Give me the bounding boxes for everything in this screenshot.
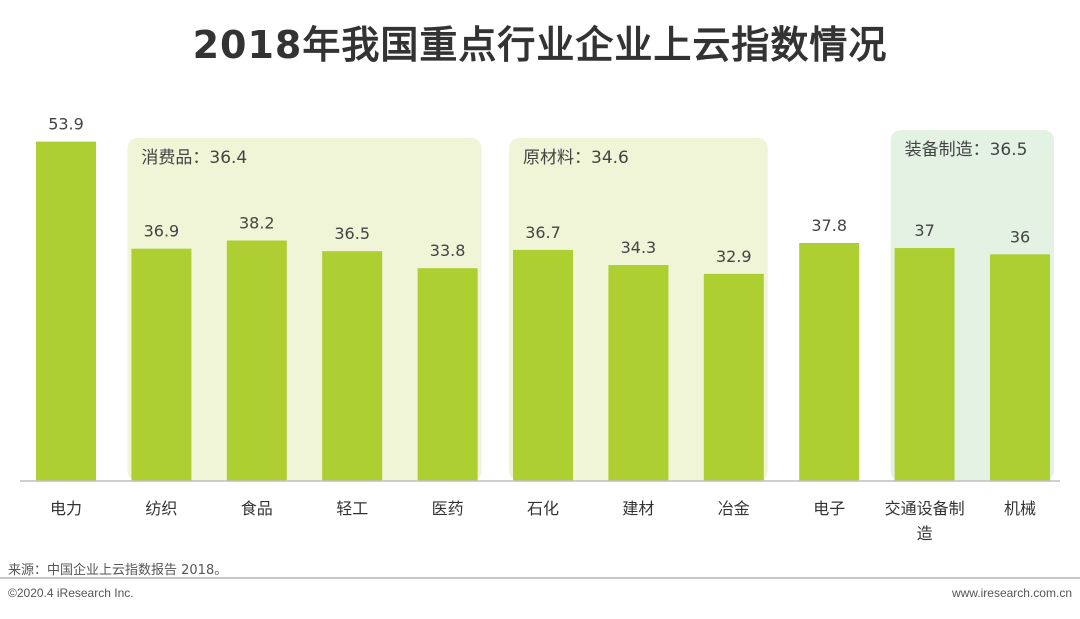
- group-label: 装备制造：36.5: [905, 140, 1028, 160]
- data-label: 36.7: [525, 223, 561, 242]
- bar: [36, 141, 96, 481]
- category-label: 冶金: [718, 499, 750, 518]
- bar: [513, 249, 573, 481]
- site-url: www.iresearch.com.cn: [951, 586, 1072, 600]
- category-label: 机械: [1004, 499, 1036, 518]
- group-label: 消费品：36.4: [141, 148, 247, 168]
- source-note: 来源：中国企业上云指数报告 2018。: [8, 563, 228, 578]
- bar-chart: 消费品：36.4 原材料：34.6 装备制造：36.5 53.9 电力 36.9 纺织 38…: [20, 115, 1060, 543]
- category-label: 食品: [241, 499, 273, 518]
- data-label: 36: [1010, 227, 1030, 246]
- data-label: 33.8: [430, 241, 466, 260]
- bar: [990, 254, 1050, 481]
- group-label: 原材料：34.6: [523, 148, 629, 168]
- category-label: 交通设备制造: [885, 499, 965, 543]
- group-panel: [127, 138, 482, 481]
- category-label: 纺织: [145, 499, 177, 518]
- data-label: 37.8: [811, 216, 847, 235]
- data-label: 32.9: [716, 247, 752, 266]
- copyright-text: ©2020.4 iResearch Inc.: [8, 586, 134, 600]
- bar: [226, 240, 287, 481]
- category-label: 电子: [813, 499, 845, 518]
- data-label: 34.3: [621, 238, 657, 257]
- data-label: 53.9: [48, 115, 84, 134]
- data-label: 36.9: [144, 222, 180, 241]
- category-label: 医药: [432, 499, 464, 518]
- bar: [322, 251, 383, 481]
- data-label: 37: [914, 221, 934, 240]
- footer-divider: [0, 577, 1080, 579]
- bar: [799, 243, 860, 481]
- bar: [417, 268, 478, 481]
- category-label: 轻工: [336, 499, 368, 518]
- bar: [703, 273, 764, 481]
- category-label: 电力: [50, 499, 82, 518]
- data-label: 36.5: [334, 224, 370, 243]
- bar: [894, 248, 955, 481]
- data-label: 38.2: [239, 213, 275, 232]
- bar: [608, 265, 669, 481]
- category-label: 建材: [622, 499, 654, 518]
- category-label: 石化: [527, 499, 559, 518]
- bar: [131, 248, 192, 481]
- chart-title: 2018年我国重点行业企业上云指数情况: [192, 23, 888, 67]
